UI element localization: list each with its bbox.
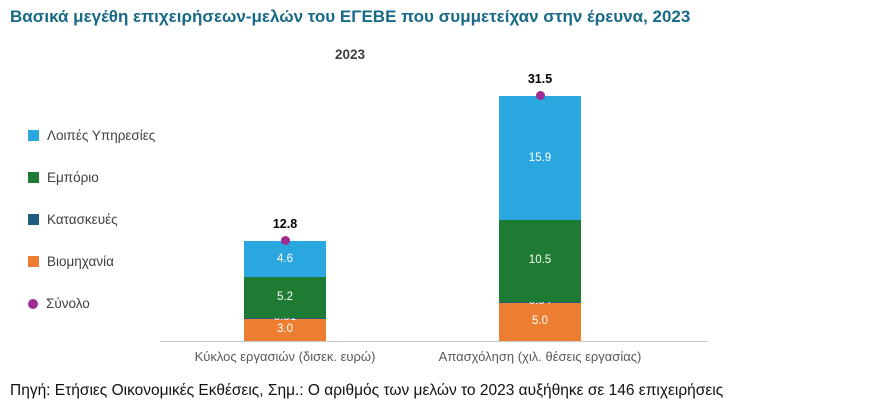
total-value-label: 31.5 (527, 71, 553, 86)
bar-segment (499, 96, 581, 221)
bar-segment (499, 301, 581, 303)
segment-value-label: 5.2 (277, 290, 293, 303)
legend-marker-dot-icon (28, 298, 38, 309)
legend-swatch-icon (28, 172, 39, 183)
total-marker-dot (535, 90, 545, 100)
legend-swatch-icon (28, 214, 39, 225)
source-note: Πηγή: Ετήσιες Οικονομικές Εκθέσεις, Σημ.… (10, 382, 724, 399)
segment-value-label: 15.9 (528, 151, 552, 164)
legend-item-label: Κατασκευές (47, 212, 118, 227)
bar-segment (244, 317, 326, 341)
legend-item-label: Εμπόριο (47, 170, 99, 185)
category-axis-label: Κύκλος εργασιών (δισεκ. ευρώ) (194, 349, 376, 364)
legend: Λοιπές Υπηρεσίες Εμπόριο Κατασκευές Βιομηχα… (28, 128, 155, 311)
page-title: Βασικά μεγέθη επιχειρήσεων-μελών του ΕΓΕ… (10, 7, 691, 26)
legend-swatch-icon (28, 256, 39, 267)
segment-value-label: 5.0 (532, 315, 548, 328)
total-marker-dot (280, 236, 290, 246)
legend-item: Βιομηχανία (28, 254, 155, 269)
x-axis-line (160, 341, 708, 342)
legend-swatch-icon (28, 130, 39, 141)
legend-item-label: Σύνολο (46, 296, 90, 311)
segment-value-label: 4.6 (277, 252, 293, 265)
bar-segment (244, 317, 326, 319)
bar-segment (244, 277, 326, 318)
legend-item-label: Βιομηχανία (47, 254, 114, 269)
bar-segment (499, 302, 581, 341)
legend-item: Σύνολο (28, 296, 155, 311)
total-value-label: 12.8 (272, 217, 298, 232)
legend-item: Εμπόριο (28, 170, 155, 185)
bar-segment (499, 220, 581, 302)
legend-item-label: Λοιπές Υπηρεσίες (47, 128, 156, 143)
legend-item: Λοιπές Υπηρεσίες (28, 128, 155, 143)
bar-segment (244, 241, 326, 278)
chart-title: 2023 (334, 47, 366, 62)
legend-item: Κατασκευές (28, 212, 155, 227)
category-axis-label: Απασχόληση (χιλ. θέσεις εργασίας) (438, 349, 642, 364)
segment-value-label: 10.5 (528, 254, 552, 267)
segment-value-label: 3.0 (277, 322, 293, 335)
